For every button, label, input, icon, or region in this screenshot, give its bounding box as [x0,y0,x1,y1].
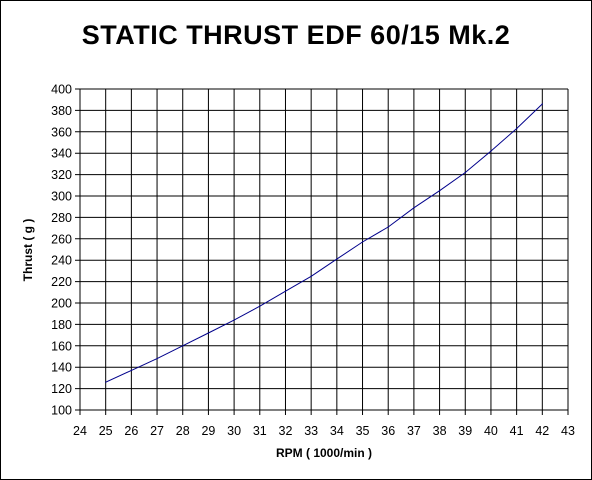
series [105,103,543,383]
y-tick-label: 320 [51,168,72,182]
y-tick-label: 120 [51,382,72,396]
x-tick-label: 40 [484,424,498,438]
y-tick-label: 140 [51,361,72,375]
x-tick-label: 29 [201,424,215,438]
data-point [361,241,364,243]
y-tick-label: 300 [51,190,72,204]
x-tick-label: 39 [458,424,472,438]
y-tick-label: 360 [51,125,72,139]
x-tick-label: 42 [535,424,549,438]
data-point [233,319,235,321]
data-point [413,207,415,209]
thrust-series-line [105,103,543,383]
data-point [438,190,441,192]
y-tick-label: 180 [51,318,72,332]
x-tick-label: 32 [279,424,293,438]
x-tick-label: 37 [407,424,421,438]
y-tick-labels: 100 120 140 160 180 200 220 240 260 280 300 320 340 3… [51,83,72,418]
y-tick-label: 100 [51,404,72,418]
data-point [336,258,338,260]
x-tick-label: 33 [304,424,318,438]
x-tick-label: 36 [381,424,395,438]
y-tick-label: 240 [51,254,72,268]
data-point [541,103,543,105]
y-tick-label: 220 [51,275,72,289]
x-tick-label: 27 [150,424,164,438]
data-point [105,381,107,383]
x-tick-label: 38 [433,424,447,438]
grid [75,88,569,415]
x-tick-label: 34 [330,424,344,438]
x-tick-label: 30 [227,424,241,438]
data-point [259,305,261,307]
x-tick-label: 43 [561,424,575,438]
x-tick-label: 31 [253,424,267,438]
x-tick-label: 28 [176,424,190,438]
y-tick-label: 380 [51,104,72,118]
data-point [310,275,312,277]
data-point [387,226,389,228]
x-tick-label: 35 [356,424,370,438]
x-axis-label: RPM ( 1000/min ) [276,446,372,460]
y-axis-label: Thrust ( g ) [21,219,35,282]
data-point [182,345,184,347]
x-tick-label: 24 [73,424,87,438]
x-tick-label: 41 [510,424,524,438]
data-point [516,127,518,130]
y-tick-label: 340 [51,147,72,161]
data-point [130,369,132,372]
x-tick-label: 25 [99,424,113,438]
x-tick-label: 26 [124,424,138,438]
y-tick-label: 160 [51,339,72,353]
data-point [284,290,287,292]
y-tick-label: 260 [51,232,72,246]
y-tick-label: 200 [51,297,72,311]
chart-title: STATIC THRUST EDF 60/15 Mk.2 [81,20,511,50]
y-tick-label: 400 [51,83,72,97]
data-point [464,171,466,174]
x-tick-labels: 24 25 26 27 28 29 30 31 32 33 34 35 36 37 38 39 40 41 42 43 [73,424,575,438]
y-tick-label: 280 [51,211,72,225]
data-point [156,358,158,360]
data-point [490,150,492,152]
data-point [207,332,210,334]
